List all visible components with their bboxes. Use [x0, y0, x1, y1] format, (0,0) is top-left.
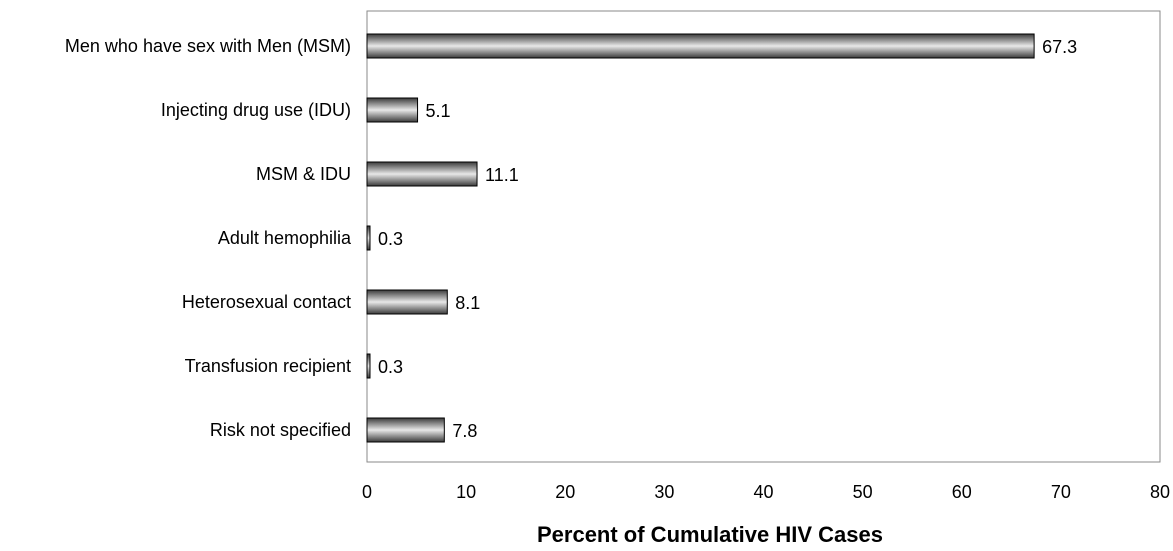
- category-label: Injecting drug use (IDU): [161, 100, 351, 120]
- bar: [366, 161, 478, 187]
- plot-area: [366, 10, 1161, 463]
- bar: [366, 417, 445, 443]
- value-label: 5.1: [426, 101, 451, 121]
- x-tick-label: 0: [362, 482, 372, 502]
- category-label: MSM & IDU: [256, 164, 351, 184]
- bar: [366, 33, 1035, 59]
- category-label: Transfusion recipient: [185, 356, 351, 376]
- x-tick-label: 10: [456, 482, 476, 502]
- category-label: Heterosexual contact: [182, 292, 351, 312]
- value-labels-group: 67.3 5.1 11.1 0.3 8.1 0.3 7.8: [378, 37, 1077, 441]
- category-label: Adult hemophilia: [218, 228, 352, 248]
- value-label: 0.3: [378, 357, 403, 377]
- bar: [366, 97, 419, 123]
- category-labels-group: Men who have sex with Men (MSM) Injecting…: [65, 36, 352, 440]
- category-label: Risk not specified: [210, 420, 351, 440]
- value-label: 11.1: [485, 165, 519, 185]
- bar: [366, 225, 371, 251]
- x-axis-title: Percent of Cumulative HIV Cases: [537, 522, 883, 547]
- x-tick-labels-group: 0 10 20 30 40 50 60 70 80: [362, 482, 1170, 502]
- bar: [366, 353, 371, 379]
- x-tick-label: 80: [1150, 482, 1170, 502]
- value-label: 8.1: [455, 293, 480, 313]
- x-tick-label: 50: [853, 482, 873, 502]
- value-label: 0.3: [378, 229, 403, 249]
- value-label: 67.3: [1042, 37, 1077, 57]
- bar: [366, 289, 448, 315]
- x-tick-label: 20: [555, 482, 575, 502]
- value-label: 7.8: [452, 421, 477, 441]
- bars-group: [366, 33, 1035, 443]
- category-label: Men who have sex with Men (MSM): [65, 36, 351, 56]
- x-tick-label: 70: [1051, 482, 1071, 502]
- x-tick-label: 60: [952, 482, 972, 502]
- x-tick-label: 40: [753, 482, 773, 502]
- x-tick-label: 30: [654, 482, 674, 502]
